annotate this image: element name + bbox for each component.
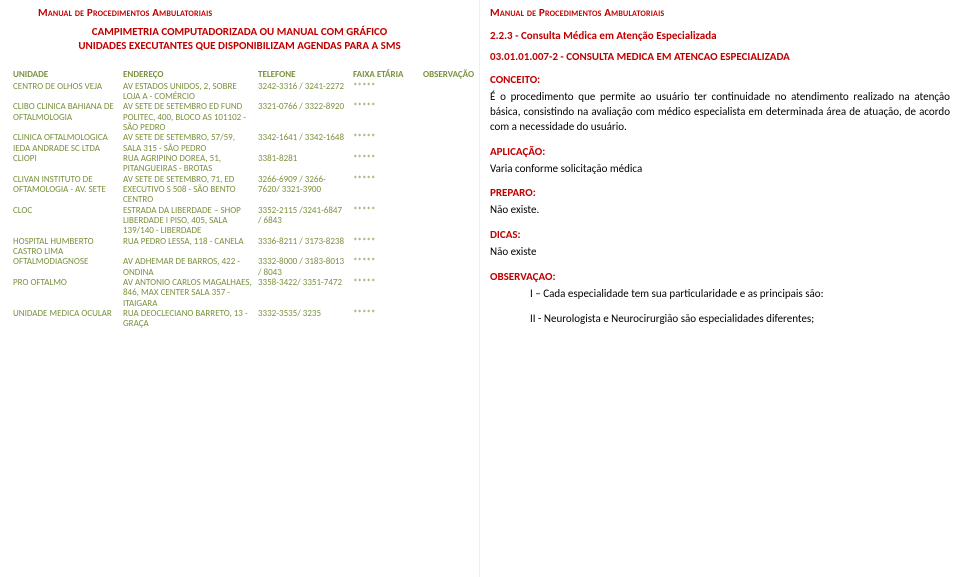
cell-age: ***** xyxy=(350,175,420,206)
cell-unit: CLINICA OFTALMOLOGICA IEDA ANDRADE SC LT… xyxy=(10,133,120,154)
cell-addr: RUA DEOCLECIANO BARRETO, 13 - GRAÇA xyxy=(120,309,255,330)
cell-age: ***** xyxy=(350,102,420,133)
cell-age: ***** xyxy=(350,309,420,330)
cell-phone: 3381-8281 xyxy=(255,154,350,175)
col-header-addr: ENDEREÇO xyxy=(120,69,255,82)
procedure-code: 03.01.01.007-2 - CONSULTA MEDICA EM ATEN… xyxy=(490,50,950,63)
cell-obs xyxy=(420,82,469,103)
section-heading: 2.2.3 - Consulta Médica em Atenção Espec… xyxy=(490,29,950,42)
dicas-text: Não existe xyxy=(490,245,950,260)
observacao-line-1: I – Cada especialidade tem sua particula… xyxy=(530,287,950,302)
subtitle-line-2: UNIDADES EXECUTANTES QUE DISPONIBILIZAM … xyxy=(78,39,400,52)
right-doc-title: Manual de Procedimentos Ambulatoriais xyxy=(490,6,950,19)
cell-unit: PRO OFTALMO xyxy=(10,278,120,309)
subtitle-line-1: CAMPIMETRIA COMPUTADORIZADA OU MANUAL CO… xyxy=(92,25,387,38)
cell-unit: CLIOPI xyxy=(10,154,120,175)
cell-obs xyxy=(420,133,469,154)
col-header-unit: UNIDADE xyxy=(10,69,120,82)
cell-obs xyxy=(420,237,469,258)
cell-age: ***** xyxy=(350,154,420,175)
cell-obs xyxy=(420,257,469,278)
col-header-obs: OBSERVAÇÃO xyxy=(420,69,469,82)
cell-addr: AV ANTONIO CARLOS MAGALHAES, 846, MAX CE… xyxy=(120,278,255,309)
table-row: CLIOPIRUA AGRIPINO DOREA, 51, PITANGUEIR… xyxy=(10,154,469,175)
cell-addr: RUA AGRIPINO DOREA, 51, PITANGUEIRAS - B… xyxy=(120,154,255,175)
cell-addr: AV SETE DE SETEMBRO ED FUND POLITEC, 400… xyxy=(120,102,255,133)
cell-addr: AV ADHEMAR DE BARROS, 422 - ONDINA xyxy=(120,257,255,278)
cell-phone: 3352-2115 /3241-6847 / 6843 xyxy=(255,206,350,237)
cell-age: ***** xyxy=(350,257,420,278)
table-row: CLIVAN INSTITUTO DE OFTAMOLOGIA - AV. SE… xyxy=(10,175,469,206)
cell-phone: 3332-8000 / 3183-8013 / 8043 xyxy=(255,257,350,278)
cell-addr: ESTRADA DA LIBERDADE – SHOP LIBERDADE I … xyxy=(120,206,255,237)
aplicacao-text: Varia conforme solicitação médica xyxy=(490,162,950,177)
left-doc-title: Manual de Procedimentos Ambulatoriais xyxy=(38,6,469,19)
cell-unit: UNIDADE MEDICA OCULAR xyxy=(10,309,120,330)
cell-age: ***** xyxy=(350,206,420,237)
col-header-age: FAIXA ETÁRIA xyxy=(350,69,420,82)
cell-obs xyxy=(420,206,469,237)
cell-phone: 3242-3316 / 3241-2272 xyxy=(255,82,350,103)
cell-obs xyxy=(420,278,469,309)
left-subtitle: CAMPIMETRIA COMPUTADORIZADA OU MANUAL CO… xyxy=(10,25,469,53)
table-row: CLOCESTRADA DA LIBERDADE – SHOP LIBERDAD… xyxy=(10,206,469,237)
page-two-column: Manual de Procedimentos Ambulatoriais CA… xyxy=(0,0,960,577)
cell-obs xyxy=(420,154,469,175)
cell-addr: AV SETE DE SETEMBRO, 57/59, SALA 315 - S… xyxy=(120,133,255,154)
col-header-phone: TELEFONE xyxy=(255,69,350,82)
cell-age: ***** xyxy=(350,133,420,154)
cell-addr: AV SETE DE SETEMBRO, 71, ED EXECUTIVO S … xyxy=(120,175,255,206)
cell-addr: AV ESTADOS UNIDOS, 2, SOBRE LOJA A - COM… xyxy=(120,82,255,103)
units-table: UNIDADE ENDEREÇO TELEFONE FAIXA ETÁRIA O… xyxy=(10,69,469,330)
cell-unit: CLIBO CLINICA BAHIANA DE OFTALMOLOGIA xyxy=(10,102,120,133)
table-row: OFTALMODIAGNOSEAV ADHEMAR DE BARROS, 422… xyxy=(10,257,469,278)
cell-obs xyxy=(420,102,469,133)
table-row: CLINICA OFTALMOLOGICA IEDA ANDRADE SC LT… xyxy=(10,133,469,154)
cell-unit: CENTRO DE OLHOS VEJA xyxy=(10,82,120,103)
cell-age: ***** xyxy=(350,278,420,309)
conceito-label: CONCEITO: xyxy=(490,73,950,86)
cell-obs xyxy=(420,175,469,206)
cell-phone: 3266-6909 / 3266-7620/ 3321-3900 xyxy=(255,175,350,206)
cell-phone: 3358-3422/ 3351-7472 xyxy=(255,278,350,309)
conceito-text: É o procedimento que permite ao usuário … xyxy=(490,90,950,135)
cell-phone: 3342-1641 / 3342-1648 xyxy=(255,133,350,154)
cell-addr: RUA PEDRO LESSA, 118 - CANELA xyxy=(120,237,255,258)
table-row: UNIDADE MEDICA OCULARRUA DEOCLECIANO BAR… xyxy=(10,309,469,330)
preparo-label: PREPARO: xyxy=(490,186,950,199)
table-row: CLIBO CLINICA BAHIANA DE OFTALMOLOGIAAV … xyxy=(10,102,469,133)
cell-unit: CLIVAN INSTITUTO DE OFTAMOLOGIA - AV. SE… xyxy=(10,175,120,206)
cell-unit: HOSPITAL HUMBERTO CASTRO LIMA xyxy=(10,237,120,258)
cell-phone: 3332-3535/ 3235 xyxy=(255,309,350,330)
dicas-label: DICAS: xyxy=(490,228,950,241)
cell-age: ***** xyxy=(350,237,420,258)
table-header-row: UNIDADE ENDEREÇO TELEFONE FAIXA ETÁRIA O… xyxy=(10,69,469,82)
table-row: HOSPITAL HUMBERTO CASTRO LIMARUA PEDRO L… xyxy=(10,237,469,258)
cell-phone: 3321-0766 / 3322-8920 xyxy=(255,102,350,133)
cell-phone: 3336-8211 / 3173-8238 xyxy=(255,237,350,258)
left-page: Manual de Procedimentos Ambulatoriais CA… xyxy=(0,0,480,577)
cell-age: ***** xyxy=(350,82,420,103)
table-row: CENTRO DE OLHOS VEJAAV ESTADOS UNIDOS, 2… xyxy=(10,82,469,103)
aplicacao-label: APLICAÇÃO: xyxy=(490,145,950,158)
cell-obs xyxy=(420,309,469,330)
observacao-label: OBSERVAÇAO: xyxy=(490,270,950,283)
units-table-body: CENTRO DE OLHOS VEJAAV ESTADOS UNIDOS, 2… xyxy=(10,82,469,330)
observacao-line-2: II - Neurologista e Neurocirurgião são e… xyxy=(530,312,950,327)
cell-unit: OFTALMODIAGNOSE xyxy=(10,257,120,278)
preparo-text: Não existe. xyxy=(490,203,950,218)
cell-unit: CLOC xyxy=(10,206,120,237)
right-page: Manual de Procedimentos Ambulatoriais 2.… xyxy=(480,0,960,577)
table-row: PRO OFTALMOAV ANTONIO CARLOS MAGALHAES, … xyxy=(10,278,469,309)
